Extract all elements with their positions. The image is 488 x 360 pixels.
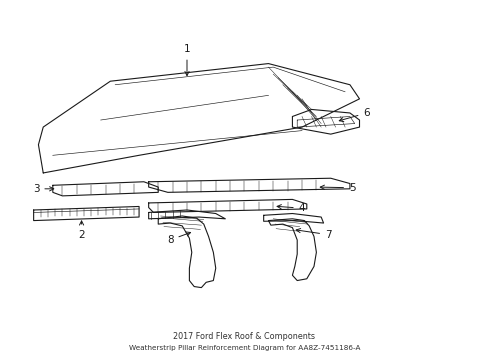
Text: Weatherstrip Pillar Reinforcement Diagram for AA8Z-7451186-A: Weatherstrip Pillar Reinforcement Diagra… <box>128 345 360 351</box>
Text: 5: 5 <box>320 183 355 193</box>
Text: 2017 Ford Flex Roof & Components: 2017 Ford Flex Roof & Components <box>173 333 315 342</box>
Text: 4: 4 <box>277 203 305 213</box>
Text: 6: 6 <box>339 108 369 122</box>
Text: 8: 8 <box>166 232 190 245</box>
Text: 1: 1 <box>183 45 190 76</box>
Text: 2: 2 <box>78 221 85 240</box>
Text: 7: 7 <box>296 229 331 240</box>
Text: 3: 3 <box>33 184 54 194</box>
